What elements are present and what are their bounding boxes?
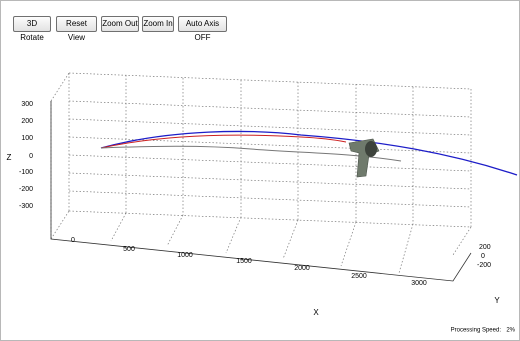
red-trajectory [101,135,346,148]
status-label: Processing Speed: [451,328,502,334]
app-window: 3D RotateReset ViewZoom OutZoom InAuto A… [0,0,520,341]
x-tick-label: 500 [123,246,135,253]
x-axis-label: X [313,308,319,317]
axis-lines [51,101,471,281]
y-tick-label: 0 [481,253,485,260]
x-tick-label: 3000 [411,280,427,287]
x-tick-label: 2000 [294,265,310,272]
x-tick-label: 1500 [236,258,252,265]
status-value: 2% [506,328,515,334]
x-tick-label: 2500 [351,273,367,280]
z-tick-label: -300 [19,203,33,210]
z-axis-label: Z [7,153,12,162]
y-tick-label: 200 [479,244,491,251]
box-grid [51,73,471,273]
y-axis-label: Y [494,296,500,305]
x-tick-label: 1000 [177,252,193,259]
z-tick-label: -100 [19,169,33,176]
z-tick-label: 300 [21,101,33,108]
y-tick-label: -200 [477,262,491,269]
x-tick-label: 0 [71,237,75,244]
blue-trajectory [101,131,517,175]
z-tick-label: 100 [21,135,33,142]
z-tick-label: -200 [19,186,33,193]
z-tick-label: 200 [21,118,33,125]
z-tick-label: 0 [29,153,33,160]
plot-3d: 3002001000-100-200-300050010001500200025… [1,1,519,340]
